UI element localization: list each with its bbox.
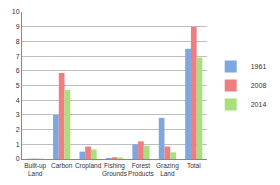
svg-text:Carbon: Carbon bbox=[51, 162, 73, 169]
svg-text:1: 1 bbox=[16, 141, 20, 148]
svg-text:7: 7 bbox=[16, 53, 20, 60]
svg-text:Built-upLand: Built-upLand bbox=[24, 162, 46, 177]
svg-text:6: 6 bbox=[16, 67, 20, 74]
svg-text:8: 8 bbox=[16, 38, 20, 45]
svg-text:Cropland: Cropland bbox=[75, 162, 102, 170]
svg-text:2008: 2008 bbox=[251, 82, 267, 89]
svg-text:Total: Total bbox=[187, 162, 201, 169]
svg-text:2: 2 bbox=[16, 126, 20, 133]
svg-text:3: 3 bbox=[16, 111, 20, 118]
svg-text:ForestProducts: ForestProducts bbox=[128, 162, 154, 177]
svg-text:4: 4 bbox=[16, 97, 20, 104]
svg-text:10: 10 bbox=[12, 8, 20, 15]
svg-text:9: 9 bbox=[16, 23, 20, 30]
svg-text:GrazingLand: GrazingLand bbox=[156, 162, 179, 177]
svg-text:FishingGrounds: FishingGrounds bbox=[102, 162, 128, 177]
svg-text:5: 5 bbox=[16, 82, 20, 89]
svg-text:2014: 2014 bbox=[251, 101, 267, 108]
svg-text:1961: 1961 bbox=[251, 63, 267, 70]
svg-text:0: 0 bbox=[16, 155, 20, 162]
